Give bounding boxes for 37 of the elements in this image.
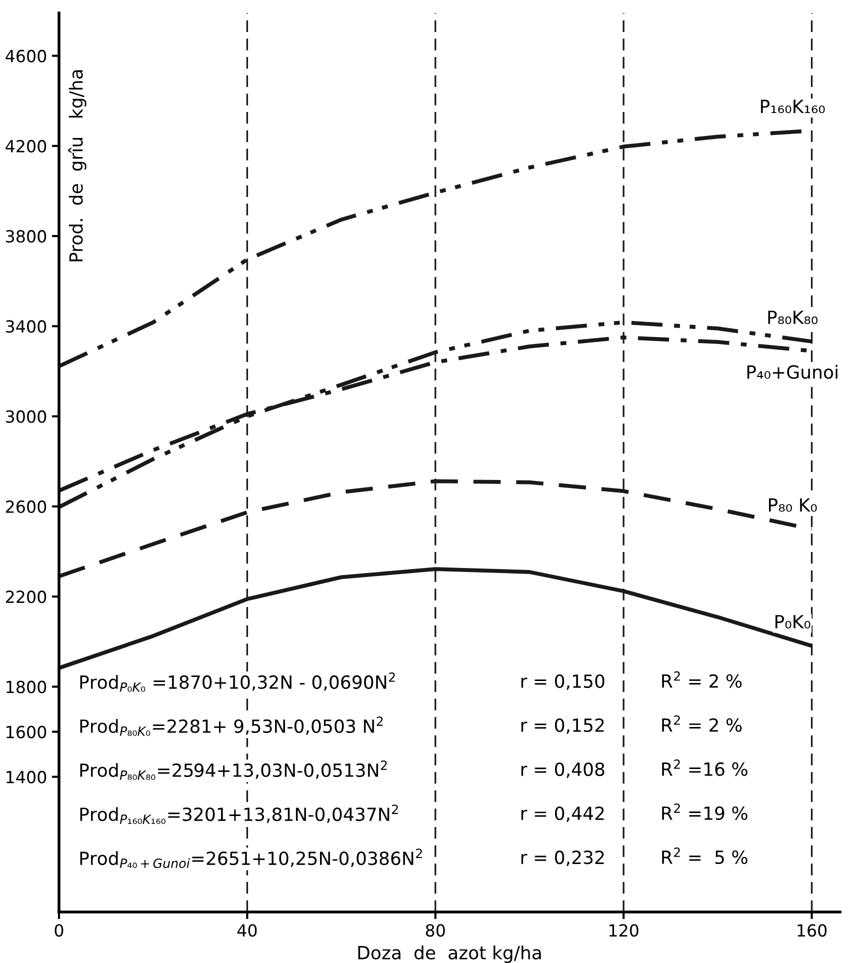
annotation: Prod$_{P₈₀K₀}$=2281+ 9,53N-0,0503 N$^{2}$ (80, 716, 383, 736)
y-tick-label: 3000 (6, 410, 46, 423)
y-tick-label: 1600 (6, 726, 46, 738)
y-tick-label: 3400 (6, 320, 46, 333)
annotation: r = 0,232 (521, 850, 604, 866)
series-label: P₁₆₀K₁₆₀ (761, 100, 825, 114)
series-label: P₄₀+Gunoi (747, 364, 838, 379)
series-label: P₈₀ K₀ (769, 498, 817, 512)
x-tick-label: 80 (426, 924, 445, 937)
annotation: Prod$_{P₀K₀}$ =1870+10,32N - 0,0690N$^{2}$ (80, 672, 395, 692)
annotation: Prod$_{P₈₀K₈₀}$=2594+13,03N-0,0513N$^{2}$ (80, 760, 387, 780)
annotation: R$^{2}$ = 2 % (662, 671, 742, 688)
annotation: R$^{2}$ =19 % (662, 803, 748, 820)
y-tick-label: 2600 (6, 500, 46, 514)
annotation: r = 0,150 (521, 674, 604, 690)
annotation: r = 0,152 (521, 718, 604, 734)
y-tick-label: 4200 (6, 140, 46, 153)
y-axis-title: Prod. de grîu kg/ha (68, 70, 86, 262)
y-tick-label: 1400 (6, 770, 46, 784)
series-label: P₈₀K₈₀ (768, 310, 818, 324)
annotation: r = 0,442 (521, 806, 604, 822)
annotation: r = 0,408 (521, 762, 604, 778)
annotation: Prod$_{P₁₆₀K₁₆₀}$=3201+13,81N-0,0437N$^{2}$ (80, 804, 398, 824)
annotation: R$^{2}$ =16 % (662, 759, 748, 776)
y-tick-label: 3800 (6, 230, 46, 243)
y-tick-label: 2200 (6, 590, 46, 604)
y-tick-label: 4600 (6, 50, 46, 62)
series-label: P₀K₀ (775, 615, 810, 628)
x-tick-label: 0 (54, 924, 64, 937)
x-axis-title: Doza de azot kg/ha (358, 945, 541, 963)
x-tick-label: 40 (237, 924, 257, 937)
annotation: R$^{2}$ = 5 % (662, 848, 748, 864)
x-tick-label: 160 (798, 924, 827, 937)
y-tick-label: 1800 (6, 680, 46, 694)
x-tick-label: 120 (610, 924, 638, 937)
annotation: R$^{2}$ = 2 % (662, 715, 742, 732)
annotation: Prod$_{P₄₀+Gunoi}$=2651+10,25N-0,0386N$^{2}$ (80, 848, 422, 868)
